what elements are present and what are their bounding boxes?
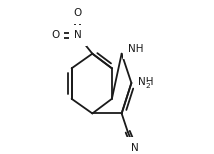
Text: NH: NH	[138, 77, 154, 87]
Text: N: N	[74, 30, 82, 40]
Text: N: N	[131, 143, 139, 153]
Text: O: O	[74, 8, 82, 18]
Text: NH: NH	[128, 44, 144, 54]
Text: 2: 2	[146, 83, 150, 89]
Text: O: O	[51, 30, 59, 40]
